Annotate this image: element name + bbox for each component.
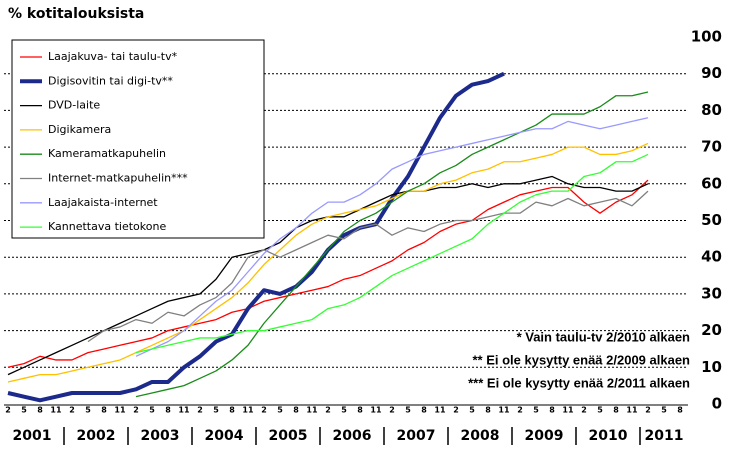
annotations: * Vain taulu-tv 2/2010 alkaen ** Ei ole k… (468, 329, 690, 390)
y-tick-label: 0 (712, 395, 722, 413)
y-tick-label: 30 (701, 284, 722, 302)
y-tick-label: 90 (701, 64, 722, 82)
y-tick-label: 50 (701, 211, 722, 229)
x-tick-label: 8 (165, 406, 171, 415)
year-label: 2007 (397, 428, 436, 444)
x-tick-label: 11 (562, 406, 574, 415)
annotation: ** Ei ole kysytty enää 2/2009 alkaen (472, 352, 690, 367)
y-tick-label: 80 (701, 101, 722, 119)
x-tick-label: 5 (213, 406, 219, 415)
x-tick-label: 2 (325, 406, 331, 415)
x-tick-label: 8 (229, 406, 235, 415)
x-axis: 2 5 8 11 2 5 8 11 2 5 8 11 2 5 8 11 2 5 8 11 2 5 8 11 2 5 8 11 2 5 8 11… (4, 404, 688, 445)
x-tick-label: 2 (5, 406, 11, 415)
legend-label: Internet-matkapuhelin*** (48, 172, 188, 185)
x-tick-label: 2 (261, 406, 267, 415)
series-line (7, 71, 505, 403)
x-tick-label: 5 (277, 406, 283, 415)
x-tick-label: 5 (341, 406, 347, 415)
series-line (7, 142, 649, 383)
year-label: 2009 (525, 428, 564, 444)
x-tick-label: 5 (597, 406, 603, 415)
x-tick-label: 11 (370, 406, 382, 415)
legend-label: Kannettava tietokone (48, 220, 166, 233)
series-line (7, 179, 649, 368)
x-tick-label: 5 (469, 406, 475, 415)
x-tick-label: 2 (645, 406, 651, 415)
x-tick-label: 8 (677, 406, 683, 415)
x-tick-label: 11 (114, 406, 126, 415)
y-tick-label: 100 (691, 28, 722, 46)
x-tick-label: 11 (626, 406, 638, 415)
x-tick-label: 11 (178, 406, 190, 415)
x-tick-label: 2 (581, 406, 587, 415)
x-tick-label: 5 (85, 406, 91, 415)
x-tick-label: 5 (405, 406, 411, 415)
legend-label: Laajakaista-internet (48, 196, 158, 209)
legend-box (11, 39, 265, 239)
x-tick-label: 5 (149, 406, 155, 415)
y-axis: 0 10 20 30 40 50 60 70 80 90 100 (691, 28, 722, 413)
x-tick-label: 2 (197, 406, 203, 415)
year-label: 2008 (461, 428, 500, 444)
year-label: 2006 (333, 428, 372, 444)
x-tick-label: 8 (37, 406, 43, 415)
x-tick-label: 2 (133, 406, 139, 415)
year-label: 2004 (205, 428, 244, 444)
x-tick-label: 8 (485, 406, 491, 415)
x-tick-label: 5 (661, 406, 667, 415)
x-tick-label: 11 (50, 406, 62, 415)
x-tick-label: 11 (306, 406, 318, 415)
year-label: 2001 (13, 428, 52, 444)
x-tick-label: 2 (389, 406, 395, 415)
x-tick-label: 2 (69, 406, 75, 415)
x-tick-label: 2 (453, 406, 459, 415)
x-tick-label: 8 (613, 406, 619, 415)
year-label: 2005 (269, 428, 308, 444)
legend-label: Digikamera (48, 123, 111, 136)
x-tick-label: 8 (101, 406, 107, 415)
series-line (87, 190, 649, 343)
x-tick-label: 8 (357, 406, 363, 415)
x-tick-label: 8 (421, 406, 427, 415)
y-tick-label: 20 (701, 321, 722, 339)
x-tick-label: 11 (242, 406, 254, 415)
axis-title: % kotitalouksista (8, 6, 144, 22)
x-tick-label: 5 (533, 406, 539, 415)
annotation: *** Ei ole kysytty enää 2/2011 alkaen (468, 375, 690, 390)
year-label: 2003 (141, 428, 180, 444)
year-label: 2011 (645, 428, 684, 444)
legend: Laajakuva- tai taulu-tv* Digisovitin tai … (20, 50, 188, 233)
legend-label: Digisovitin tai digi-tv** (48, 74, 173, 87)
y-tick-label: 70 (701, 138, 722, 156)
legend-label: Laajakuva- tai taulu-tv* (48, 50, 178, 63)
plot-lines (7, 71, 649, 403)
year-label: 2002 (77, 428, 116, 444)
series-line (135, 117, 649, 357)
legend-label: DVD-laite (48, 99, 100, 112)
x-tick-label: 8 (293, 406, 299, 415)
x-tick-label: 2 (517, 406, 523, 415)
x-tick-label: 5 (21, 406, 27, 415)
x-tick-label: 11 (498, 406, 510, 415)
y-tick-label: 10 (701, 358, 722, 376)
annotation: * Vain taulu-tv 2/2010 alkaen (517, 329, 690, 344)
x-tick-label: 11 (434, 406, 446, 415)
year-label: 2010 (589, 428, 628, 444)
legend-label: Kameramatkapuhelin (48, 147, 166, 160)
y-tick-label: 40 (701, 248, 722, 266)
series-line (135, 153, 649, 354)
y-tick-label: 60 (701, 174, 722, 192)
series-line (135, 91, 649, 398)
x-tick-label: 8 (549, 406, 555, 415)
